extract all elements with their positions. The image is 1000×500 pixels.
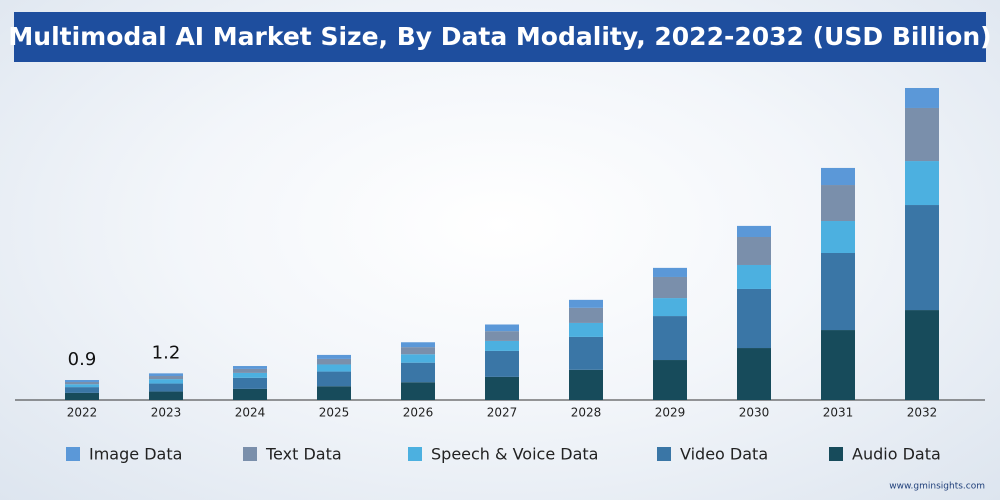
bar-segment [317,364,351,372]
bar-segment [653,360,687,400]
x-tick-label: 2028 [571,406,602,420]
bar-segment [485,376,519,400]
bar-segment [569,322,603,337]
bar-segment [737,264,771,289]
title-banner [14,12,986,62]
x-tick-label: 2022 [67,406,98,420]
x-tick-label: 2024 [235,406,266,420]
bar-segment [737,288,771,349]
source: www.gminsights.com [889,482,985,492]
bar-segment [317,354,351,359]
bar-segment [905,87,939,108]
bar-segment [653,316,687,361]
legend-label: Speech & Voice Data [431,445,598,464]
bar-segment [317,386,351,400]
legend-swatch [243,447,257,461]
x-tick-label: 2027 [487,406,518,420]
bar-segment [233,372,267,378]
bar-segment [821,252,855,331]
bar-segment [737,237,771,265]
bar-segment [905,205,939,311]
bar-segment [65,392,99,400]
bar-segment [65,382,99,385]
bar-segment [653,276,687,299]
x-tick-label: 2031 [823,406,854,420]
x-tick-label: 2025 [319,406,350,420]
x-tick-label: 2026 [403,406,434,420]
bar-segment [737,348,771,400]
bar-segment [569,336,603,370]
bar-segment [485,324,519,332]
bar-segment [401,347,435,355]
legend-label: Image Data [89,445,182,464]
bar-segment [65,387,99,393]
bar-segment [233,366,267,369]
bar-segment [485,331,519,341]
total-label: 1.2 [152,342,181,363]
bar-segment [401,354,435,363]
legend-swatch [66,447,80,461]
x-tick-label: 2023 [151,406,182,420]
bar-segment [653,298,687,317]
x-tick-label: 2030 [739,406,770,420]
bar-segment [821,330,855,400]
legend-label: Text Data [265,445,342,464]
bar-segment [401,342,435,348]
bar-segment [401,362,435,383]
bar-segment [149,391,183,400]
bar-segment [233,388,267,400]
bar-segment [485,350,519,377]
chart-title: Multimodal AI Market Size, By Data Modal… [8,22,991,51]
bar-segment [149,376,183,380]
bar-segment [317,358,351,365]
total-label: 0.9 [68,349,97,370]
bar-segment [65,384,99,388]
bar-segment [149,373,183,377]
bar-segment [233,377,267,389]
bar-segment [233,368,267,373]
legend-swatch [408,447,422,461]
x-tick-label: 2032 [907,406,938,420]
bar-segment [149,383,183,392]
legend-swatch [829,447,843,461]
bar-segment [905,310,939,400]
legend-label: Video Data [680,445,768,464]
bar-segment [317,371,351,387]
bar-segment [821,221,855,253]
x-tick-label: 2029 [655,406,686,420]
bar-segment [401,382,435,400]
legend-swatch [657,447,671,461]
bar-segment [821,167,855,186]
legend-label: Audio Data [852,445,941,464]
bar-segment [65,380,99,383]
bar-segment [821,185,855,222]
bar-segment [653,267,687,277]
bar-segment [485,340,519,351]
bar-segment [569,307,603,323]
bar-segment [569,369,603,400]
bar-segment [149,379,183,384]
bar-segment [569,299,603,308]
bar-segment [905,161,939,206]
bar-segment [737,225,771,238]
bar-segment [905,107,939,162]
